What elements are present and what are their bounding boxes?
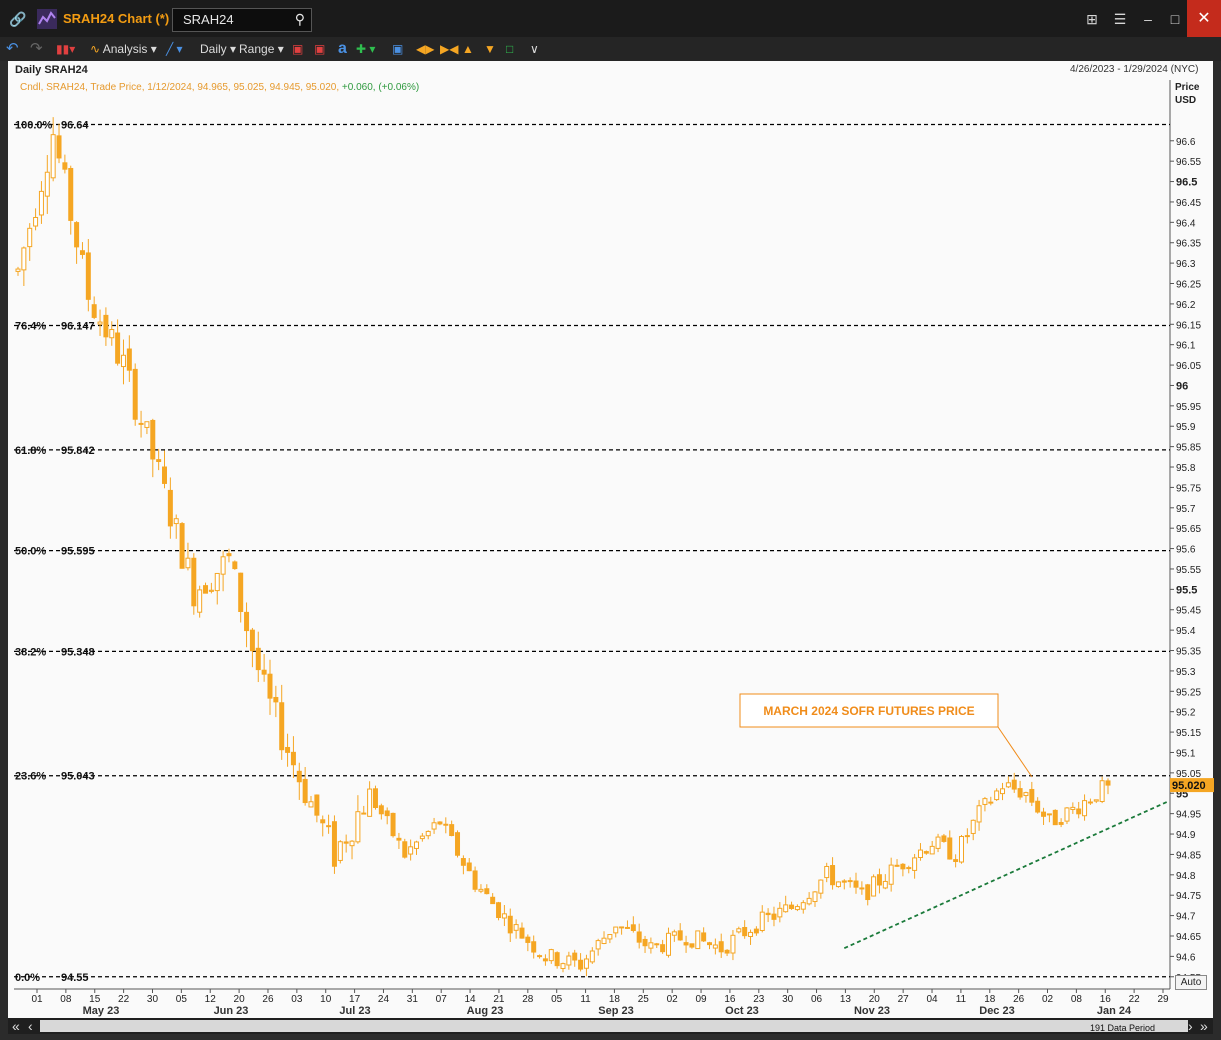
undo-icon[interactable]: ↶	[6, 40, 19, 57]
legend-change: +0.060, (+0.06%)	[341, 82, 420, 93]
draw-tool-icon[interactable]: ╱ ▾	[166, 42, 183, 56]
link-icon[interactable]: 🔗	[9, 11, 27, 27]
interval-label: Daily	[200, 42, 227, 56]
crosshair-icon[interactable]: ✚ ▾	[356, 42, 376, 56]
app-logo-icon	[37, 9, 57, 29]
redo-icon[interactable]: ↷	[30, 40, 43, 57]
minimize-button[interactable]: –	[1144, 11, 1152, 27]
maximize-button[interactable]: □	[1170, 11, 1180, 27]
price-axis-title-line2: USD	[1175, 95, 1197, 106]
scroll-next-icon[interactable]: ›	[1188, 1018, 1193, 1034]
symbol-search-input[interactable]: SRAH24 ⚲	[172, 8, 312, 32]
time-scrollbar[interactable]: « ‹ 191 Data Period › »	[8, 1018, 1213, 1034]
range-label: Range	[239, 42, 275, 56]
chart-legend: Cndl, SRAH24, Trade Price, 1/12/2024, 94…	[20, 82, 419, 93]
price-axis-title: Price USD	[1175, 81, 1199, 107]
text-annotation-icon[interactable]: a	[338, 40, 347, 57]
symbol-search-value: SRAH24	[183, 12, 234, 27]
candle-type-icon[interactable]: ▮▮▾	[56, 42, 76, 56]
interval-menu[interactable]: Daily ▾	[200, 42, 237, 56]
chart-title: Daily SRAH24	[15, 64, 88, 76]
window-title: SRAH24 Chart (*)	[63, 11, 170, 26]
scrollbar-track[interactable]: 191 Data Period	[40, 1020, 1188, 1033]
close-button[interactable]: ✕	[1187, 0, 1221, 37]
analysis-menu[interactable]: ∿ Analysis ▾	[90, 42, 157, 56]
legend-ohlc: Cndl, SRAH24, Trade Price, 1/12/2024, 94…	[20, 82, 340, 93]
line-chart-icon[interactable]: ▣	[292, 42, 304, 56]
chart-toolbar: ↶ ↷ ▮▮▾ ∿ Analysis ▾ ╱ ▾ Daily ▾ Range ▾…	[0, 37, 1221, 61]
scroll-prev-icon[interactable]: ‹	[28, 1018, 33, 1034]
expand-vertical-icon[interactable]: ▲	[462, 42, 474, 56]
search-icon[interactable]: ⚲	[294, 11, 305, 27]
chart-date-range: 4/26/2023 - 1/29/2024 (NYC)	[1070, 64, 1199, 75]
menu-icon[interactable]: ☰	[1113, 11, 1127, 27]
title-bar: 🔗 SRAH24 Chart (*) SRAH24 ⚲ ⊞ ☰ – □ ✕	[0, 0, 1221, 37]
layout-icon[interactable]: ⊞	[1086, 11, 1098, 27]
price-axis-title-line1: Price	[1175, 82, 1200, 93]
compare-chart-icon[interactable]: ▣	[314, 42, 326, 56]
analysis-icon: ∿	[90, 42, 101, 56]
data-period-label: 191 Data Period	[1090, 1023, 1156, 1033]
scroll-start-icon[interactable]: «	[12, 1018, 20, 1034]
more-icon[interactable]: ∨	[530, 42, 539, 56]
scroll-end-icon[interactable]: »	[1200, 1018, 1208, 1034]
auto-scale-button[interactable]: Auto	[1175, 975, 1207, 990]
scroll-fit-icon[interactable]: ▶◀	[440, 42, 459, 56]
range-menu[interactable]: Range ▾	[239, 42, 284, 56]
scroll-left-icon[interactable]: ◀▶	[416, 42, 435, 56]
analysis-label: Analysis	[102, 42, 148, 56]
compress-vertical-icon[interactable]: ▼	[484, 42, 496, 56]
zoom-icon[interactable]: ▣	[392, 42, 404, 56]
select-icon[interactable]: □	[506, 42, 514, 56]
chart-panel	[8, 61, 1213, 1020]
